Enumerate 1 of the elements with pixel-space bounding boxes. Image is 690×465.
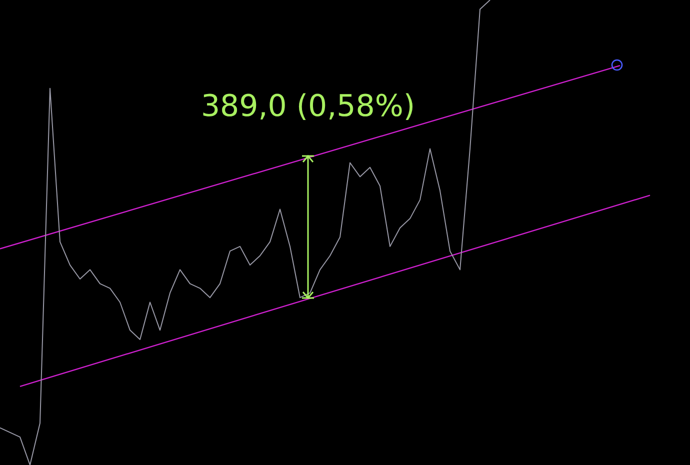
- annotation: 389,0 (0,58%): [200, 88, 416, 124]
